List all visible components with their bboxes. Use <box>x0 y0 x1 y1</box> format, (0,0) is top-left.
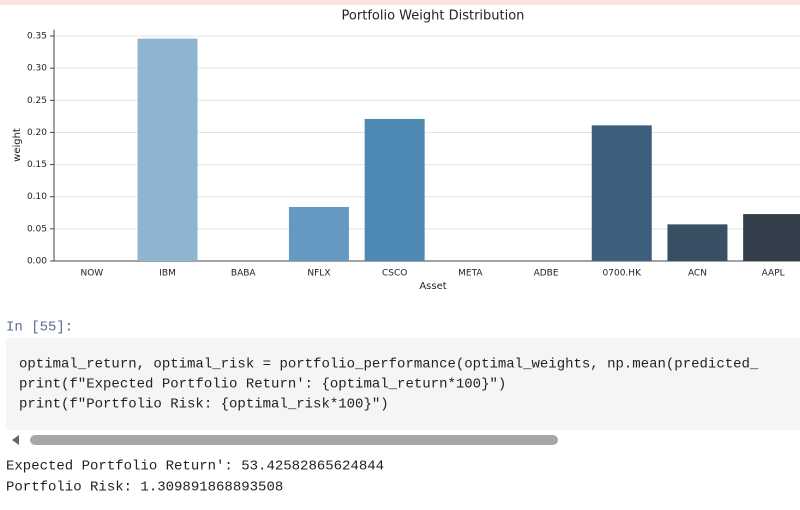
y-tick-label: 0.20 <box>27 128 47 138</box>
code-line: print(f"Expected Portfolio Return': {opt… <box>19 377 506 393</box>
y-axis-label: weight <box>12 128 23 162</box>
x-tick-label: BABA <box>231 269 257 279</box>
previous-cell-edge <box>0 0 800 5</box>
bar <box>591 125 652 261</box>
bar <box>364 118 425 262</box>
x-tick-label: NFLX <box>307 269 330 279</box>
y-tick-label: 0.10 <box>27 192 47 202</box>
bar <box>667 224 728 261</box>
x-tick-label: NOW <box>80 269 103 279</box>
y-tick-label: 0.30 <box>27 64 47 74</box>
x-tick-label: META <box>458 269 483 279</box>
plot: 0.00 0.05 0.10 0.15 0.20 0.25 0.30 0.35 NOW IBM BA… <box>27 29 800 279</box>
x-tick-label: 0700.HK <box>603 269 643 279</box>
y-tick-label: 0.00 <box>27 257 47 267</box>
x-tick-label: ADBE <box>534 269 559 279</box>
code-line: optimal_return, optimal_risk = portfolio… <box>19 357 759 373</box>
bar <box>288 207 349 261</box>
bar <box>743 214 800 261</box>
y-tick-label: 0.05 <box>27 224 47 234</box>
code-cell[interactable] <box>6 338 800 430</box>
x-tick-label: ACN <box>688 269 707 279</box>
x-tick-label: AAPL <box>762 269 785 279</box>
output-line: Expected Portfolio Return': 53.425828656… <box>6 459 384 475</box>
cell-prompt: In [55]: <box>6 320 73 336</box>
bar <box>137 38 198 261</box>
x-tick-label: IBM <box>159 269 176 279</box>
y-tick-label: 0.25 <box>27 96 47 106</box>
output-line: Portfolio Risk: 1.309891868893508 <box>6 480 283 496</box>
chart-title: Portfolio Weight Distribution <box>342 9 525 24</box>
output-lines: Expected Portfolio Return': 53.425828656… <box>6 459 384 496</box>
scroll-left-arrow[interactable] <box>12 435 19 445</box>
x-axis-label: Asset <box>419 281 446 292</box>
y-tick-label: 0.35 <box>27 32 47 42</box>
code-lines: optimal_return, optimal_risk = portfolio… <box>19 357 759 413</box>
y-tick-label: 0.15 <box>27 160 47 170</box>
x-tick-label: CSCO <box>382 269 407 279</box>
scrollbar-thumb[interactable] <box>30 435 558 445</box>
code-line: print(f"Portfolio Risk: {optimal_risk*10… <box>19 397 389 413</box>
